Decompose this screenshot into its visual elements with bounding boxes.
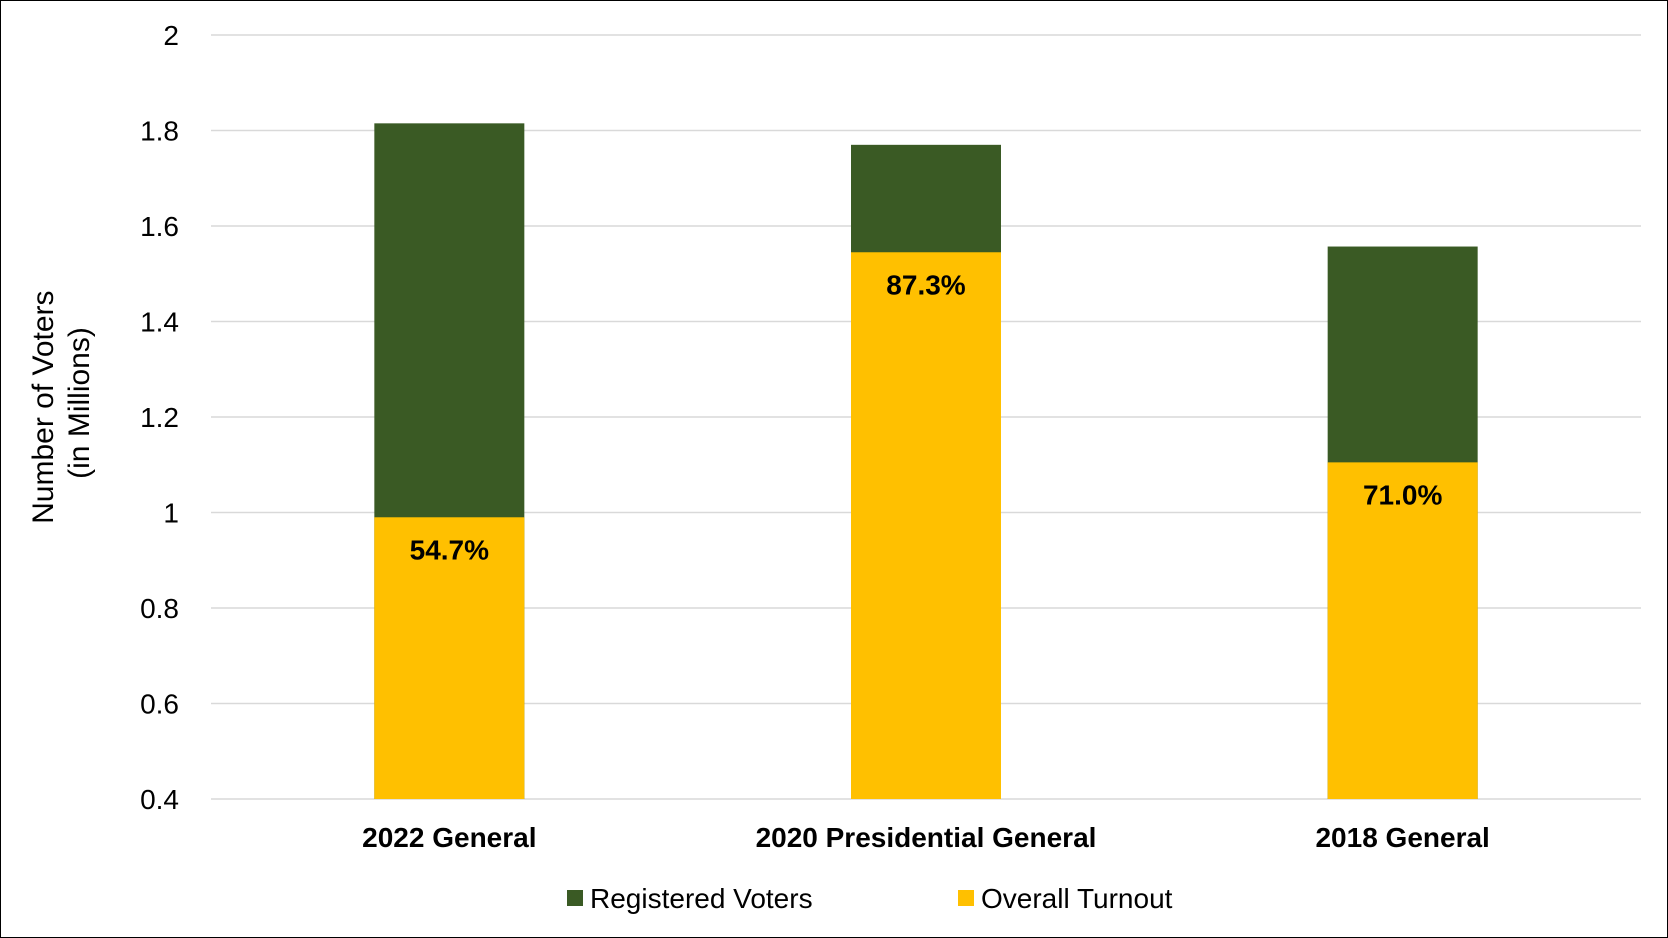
- legend-swatch-overall-turnout: [958, 890, 974, 906]
- bar-overall-turnout: [374, 517, 525, 799]
- y-tick-label: 2: [163, 20, 179, 51]
- legend-swatch-registered-voters: [567, 890, 583, 906]
- bar-overall-turnout: [851, 252, 1001, 799]
- legend-label-overall-turnout: Overall Turnout: [981, 883, 1173, 914]
- category-labels: 2022 General 2020 Presidential General 201…: [362, 822, 1490, 853]
- bar-overall-turnout: [1327, 462, 1478, 799]
- legend-label-registered-voters: Registered Voters: [590, 883, 813, 914]
- y-tick-label: 1.8: [140, 116, 179, 147]
- y-tick-label: 0.8: [140, 593, 179, 624]
- legend: Registered Voters Overall Turnout: [567, 883, 1173, 914]
- y-tick-label: 1.2: [140, 402, 179, 433]
- y-tick-label: 1.6: [140, 211, 179, 242]
- y-axis-title: Number of Voters (in Millions): [27, 282, 96, 524]
- y-tick-label: 0.6: [140, 689, 179, 720]
- category-label: 2022 General: [362, 822, 536, 853]
- y-tick-label: 1.4: [140, 307, 179, 338]
- category-label: 2020 Presidential General: [756, 822, 1097, 853]
- data-labels: 54.7% 87.3% 71.0%: [410, 269, 1443, 565]
- y-axis-title-line2: (in Millions): [63, 327, 96, 479]
- data-label: 87.3%: [886, 269, 965, 300]
- data-label: 54.7%: [410, 534, 489, 565]
- y-tick-label: 0.4: [140, 784, 179, 815]
- bars: [374, 123, 1478, 800]
- y-tick-labels: 0.4 0.6 0.8 1 1.2 1.4 1.6 1.8 2: [140, 20, 179, 815]
- y-axis-title-line1: Number of Voters: [27, 290, 60, 523]
- y-tick-label: 1: [163, 498, 179, 529]
- category-label: 2018 General: [1315, 822, 1489, 853]
- data-label: 71.0%: [1363, 479, 1442, 510]
